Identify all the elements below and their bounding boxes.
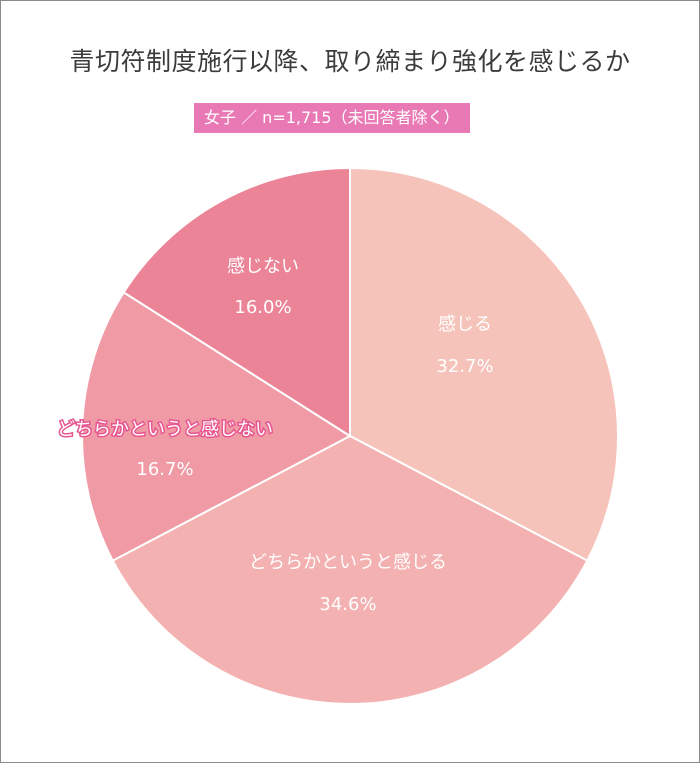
pie-slice [111, 434, 589, 705]
slice-label: どちらかというと感じない [57, 419, 273, 440]
slice-value-label: 16.0% [234, 297, 291, 318]
slice-label: 感じる [438, 314, 492, 335]
pie-slice [349, 166, 619, 563]
pie-slice [122, 166, 351, 438]
pie-slice [81, 291, 352, 563]
chart-title: 青切符制度施行以降、取り締まり強化を感じるか [69, 47, 631, 76]
slice-value-label: 34.6% [319, 594, 376, 615]
slice-label: 感じない [227, 256, 299, 277]
slice-label: どちらかというと感じる [249, 552, 447, 573]
chart-subtitle-badge: 女子 ／ n=1,715（未回答者除く） [194, 103, 470, 133]
slice-value-label: 16.7% [136, 459, 193, 480]
slice-value-label: 32.7% [436, 356, 493, 377]
